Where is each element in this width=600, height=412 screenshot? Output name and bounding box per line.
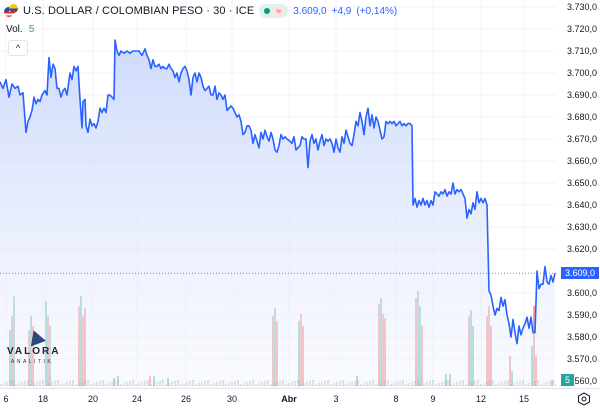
time-axis-tick: 15 xyxy=(518,394,530,404)
symbol-legend[interactable]: U.S. DOLLAR / COLOMBIAN PESO · 30 · ICE … xyxy=(4,4,397,18)
logo-name: VALORA xyxy=(7,346,61,357)
price-axis-tick: 3.560,0 xyxy=(566,376,597,386)
collapse-legend-button[interactable]: ^ xyxy=(8,40,28,56)
price-axis-tick: 3.590,0 xyxy=(566,310,597,320)
last-price: 3.609,0 xyxy=(293,5,327,17)
price-axis-tick: 3.670,0 xyxy=(566,134,597,144)
price-axis-tick: 3.690,0 xyxy=(566,90,597,100)
price-axis[interactable]: 3.730,0 3.720,0 3.710,0 3.700,0 3.690,0 3.680… xyxy=(556,0,600,388)
price-change-percent: (+0,14%) xyxy=(356,5,398,17)
price-axis-tick: 3.620,0 xyxy=(566,244,597,254)
logo-subtitle: ANALITIK xyxy=(11,359,54,365)
price-axis-tick: 3.720,0 xyxy=(566,24,597,34)
time-axis-tick: 9 xyxy=(430,394,436,404)
time-axis-tick: 12 xyxy=(475,394,487,404)
price-chart-canvas[interactable] xyxy=(0,0,556,388)
logo-mark-icon xyxy=(26,327,46,347)
time-axis-tick: 26 xyxy=(180,394,192,404)
price-axis-tick: 3.700,0 xyxy=(566,68,597,78)
market-status-pill[interactable]: ≈ xyxy=(259,4,289,18)
price-axis-tick: 3.580,0 xyxy=(566,332,597,342)
price-axis-tick: 3.650,0 xyxy=(566,178,597,188)
currency-flags-icon xyxy=(4,4,18,18)
volume-axis-label: 5 xyxy=(561,374,574,386)
price-axis-tick: 3.730,0 xyxy=(566,2,597,12)
time-axis-tick: 18 xyxy=(37,394,49,404)
time-axis-tick: 24 xyxy=(131,394,143,404)
price-axis-tick: 3.640,0 xyxy=(566,200,597,210)
price-axis-tick: 3.680,0 xyxy=(566,112,597,122)
volume-value: 5 xyxy=(28,24,35,35)
time-axis-tick: 30 xyxy=(226,394,238,404)
time-axis-tick: 3 xyxy=(333,394,339,404)
time-axis-tick: 20 xyxy=(87,394,99,404)
time-axis-tick: Abr xyxy=(281,394,297,404)
price-change: +4,9 xyxy=(331,5,352,17)
price-axis-tick: 3.600,0 xyxy=(566,288,597,298)
time-axis[interactable]: 6 18 20 24 26 30 Abr 3 8 9 12 15 xyxy=(0,388,600,412)
valora-analitik-logo: VALORA ANALITIK xyxy=(7,327,63,374)
price-axis-tick: 3.570,0 xyxy=(566,354,597,364)
price-axis-tick: 3.630,0 xyxy=(566,222,597,232)
delayed-data-icon: ≈ xyxy=(274,6,284,16)
market-open-dot-icon xyxy=(264,8,271,14)
price-axis-tick: 3.660,0 xyxy=(566,156,597,166)
time-axis-tick: 6 xyxy=(3,394,9,404)
last-price-axis-label: 3.609,0 xyxy=(561,267,599,280)
volume-label: Vol. xyxy=(6,24,23,35)
price-axis-tick: 3.710,0 xyxy=(566,46,597,56)
chart-settings-icon[interactable] xyxy=(577,392,591,406)
symbol-title[interactable]: U.S. DOLLAR / COLOMBIAN PESO · 30 · ICE xyxy=(23,5,255,17)
volume-indicator-legend[interactable]: Vol. 5 xyxy=(6,24,34,35)
time-axis-tick: 8 xyxy=(393,394,399,404)
chart-plot-area[interactable] xyxy=(0,0,556,388)
